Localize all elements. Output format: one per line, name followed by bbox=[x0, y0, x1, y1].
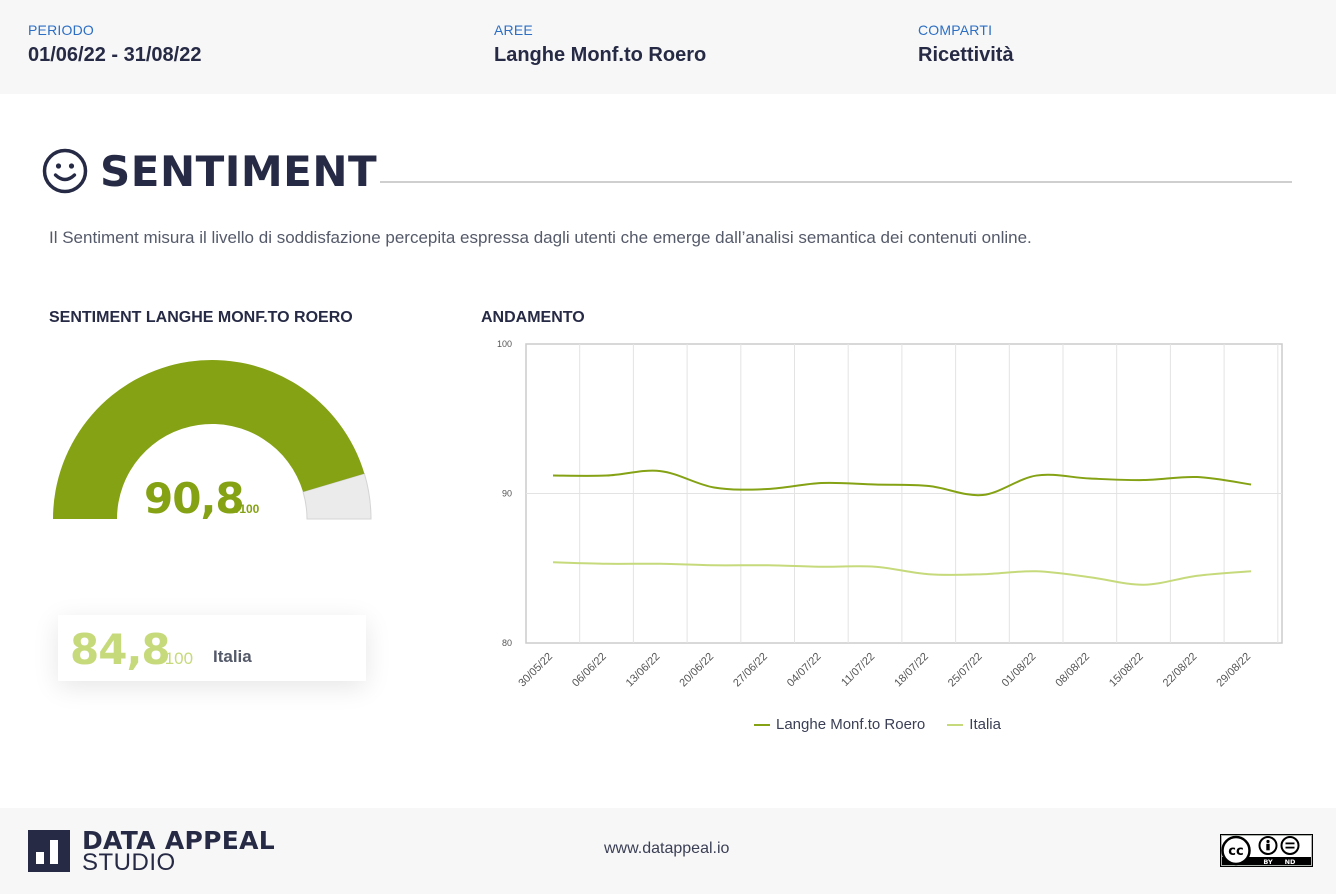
benchmark-unit: /100 bbox=[160, 649, 194, 668]
filter-periodo[interactable]: PERIODO 01/06/22 - 31/08/22 bbox=[28, 22, 201, 67]
page-title: SENTIMENT bbox=[100, 147, 378, 196]
x-tick-label: 15/08/22 bbox=[1107, 651, 1146, 690]
x-tick-label: 04/07/22 bbox=[785, 651, 824, 690]
benchmark-label: Italia bbox=[213, 647, 252, 666]
title-divider bbox=[380, 181, 1292, 183]
series-line-0 bbox=[552, 469, 1252, 497]
license-nd-label: ND bbox=[1285, 858, 1296, 866]
legend-item-italia[interactable]: Italia bbox=[947, 716, 1001, 733]
x-tick-label: 22/08/22 bbox=[1161, 651, 1200, 690]
section-description: Il Sentiment misura il livello di soddis… bbox=[49, 228, 1032, 247]
filter-label: AREE bbox=[494, 22, 533, 38]
filter-value: Langhe Monf.to Roero bbox=[494, 44, 707, 66]
x-tick-label: 20/06/22 bbox=[677, 651, 716, 690]
legend-swatch bbox=[754, 723, 770, 726]
x-tick-label: 18/07/22 bbox=[892, 651, 931, 690]
y-tick-label: 100 bbox=[497, 339, 512, 349]
smiley-icon bbox=[42, 148, 88, 194]
filter-label: COMPARTI bbox=[918, 22, 993, 38]
legend-label: Langhe Monf.to Roero bbox=[776, 716, 926, 733]
x-tick-label: 01/08/22 bbox=[1000, 651, 1039, 690]
x-tick-label: 08/08/22 bbox=[1053, 651, 1092, 690]
sentiment-gauge bbox=[53, 360, 372, 520]
benchmark-card: 84,8 /100 Italia bbox=[58, 615, 366, 681]
filter-aree[interactable]: AREE Langhe Monf.to Roero bbox=[494, 22, 706, 67]
x-tick-label: 13/06/22 bbox=[624, 651, 663, 690]
trend-chart: 80 90 100 30/05/22 06/06/22 13/06/22 20/06/22 2… bbox=[497, 339, 1283, 690]
x-tick-label: 25/07/22 bbox=[946, 651, 985, 690]
legend-label: Italia bbox=[969, 716, 1001, 733]
filter-bar: PERIODO 01/06/22 - 31/08/22 AREE Langhe … bbox=[0, 0, 1336, 94]
filter-value: Ricettività bbox=[918, 44, 1014, 66]
filter-label: PERIODO bbox=[28, 22, 94, 38]
license-by-label: BY bbox=[1263, 858, 1273, 866]
x-tick-label: 27/06/22 bbox=[731, 651, 770, 690]
y-tick-label: 80 bbox=[502, 638, 512, 648]
legend-item-langhe[interactable]: Langhe Monf.to Roero bbox=[754, 716, 925, 733]
data-appeal-logo-icon bbox=[28, 830, 70, 872]
gauge-unit: /100 bbox=[236, 502, 260, 516]
chart-legend: Langhe Monf.to Roero Italia bbox=[754, 716, 1001, 733]
logo-subtext: STUDIO bbox=[82, 849, 176, 876]
series-line-1 bbox=[552, 561, 1252, 586]
gauge-value: 90,8 bbox=[144, 474, 245, 523]
y-tick-label: 90 bbox=[502, 489, 512, 499]
x-tick-label: 30/05/22 bbox=[516, 651, 555, 690]
x-tick-label: 06/06/22 bbox=[570, 651, 609, 690]
legend-swatch bbox=[947, 723, 964, 726]
x-tick-label: 11/07/22 bbox=[839, 651, 877, 689]
x-tick-label: 29/08/22 bbox=[1214, 651, 1253, 690]
gauge-heading: SENTIMENT LANGHE MONF.TO ROERO bbox=[49, 309, 353, 326]
gauge-track bbox=[302, 473, 372, 520]
website-link[interactable]: www.datappeal.io bbox=[604, 840, 730, 857]
gauge-fill bbox=[53, 360, 365, 519]
filter-value: 01/06/22 - 31/08/22 bbox=[28, 44, 202, 66]
filter-comparti[interactable]: COMPARTI Ricettività bbox=[918, 22, 1014, 67]
benchmark-value: 84,8 bbox=[70, 625, 171, 674]
footer: DATA APPEAL STUDIO www.datappeal.io cc B… bbox=[0, 808, 1336, 894]
section-header: SENTIMENT bbox=[42, 146, 1294, 196]
svg-text:cc: cc bbox=[1228, 844, 1243, 859]
cc-by-nd-badge-icon[interactable]: cc BY ND bbox=[1220, 834, 1313, 867]
chart-heading: ANDAMENTO bbox=[481, 309, 585, 326]
logo-text: DATA APPEAL bbox=[82, 826, 275, 855]
